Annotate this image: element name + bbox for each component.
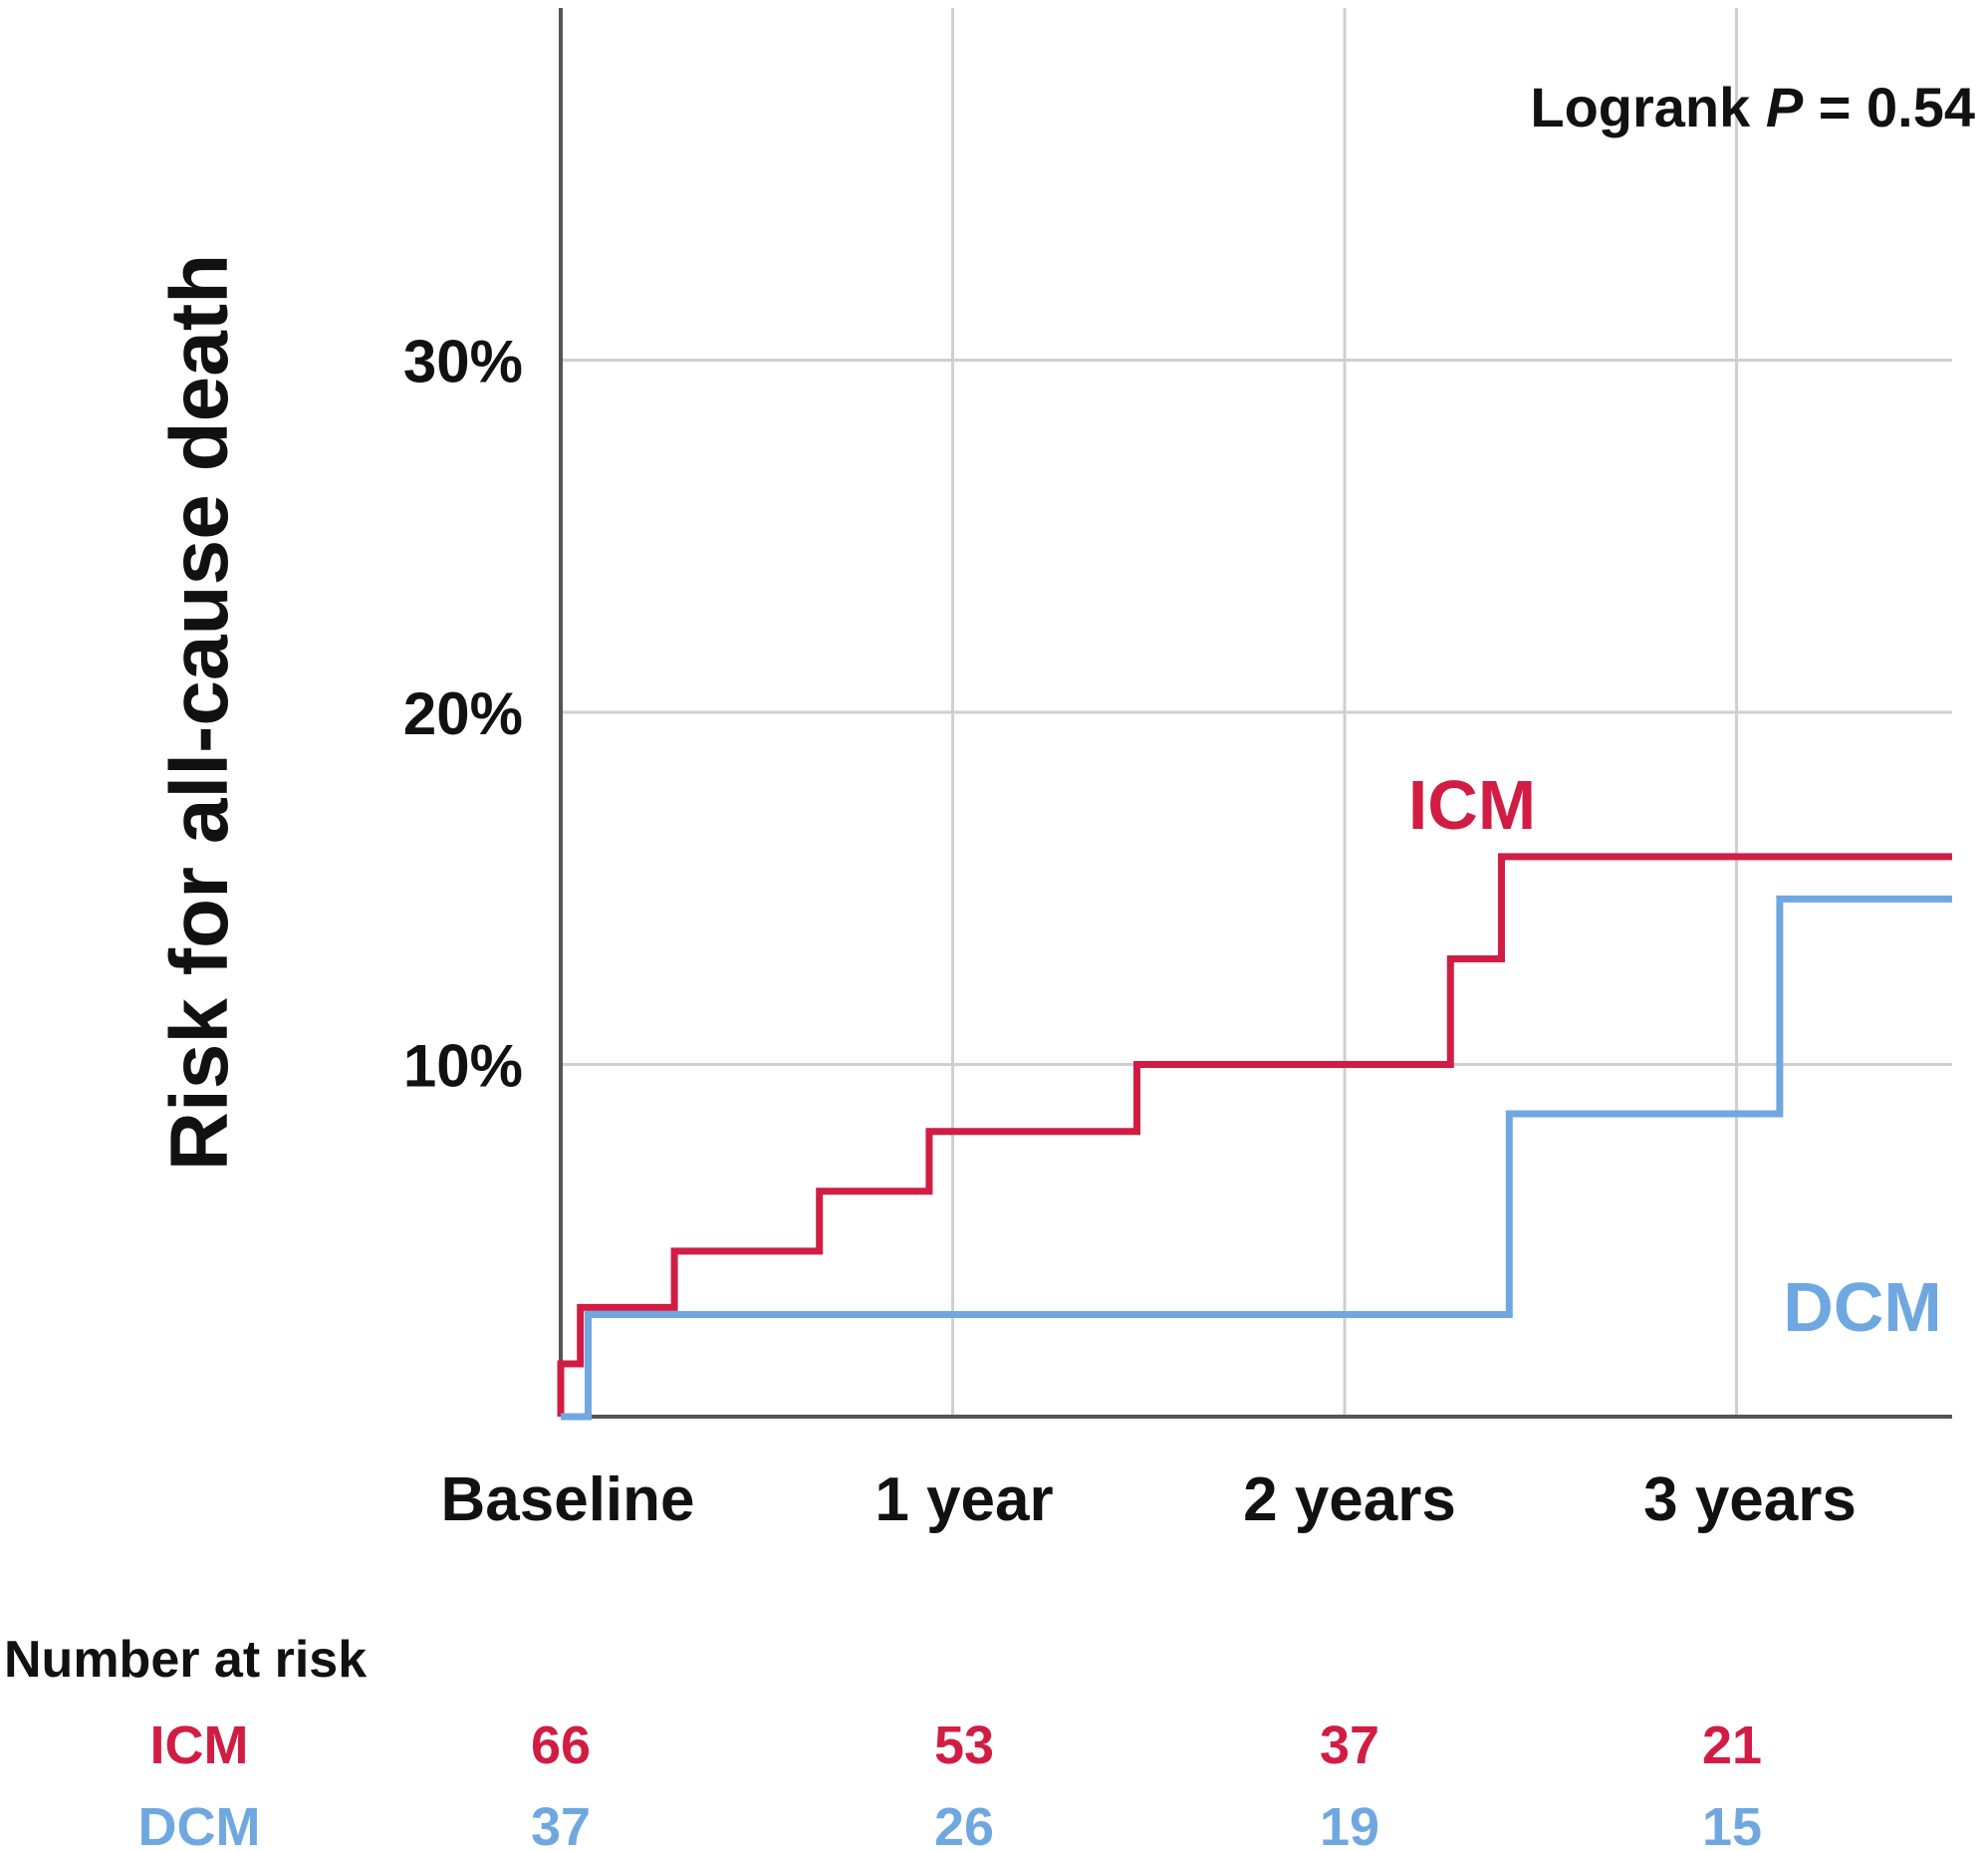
grid-lines — [561, 8, 1952, 1417]
risk-count: 37 — [531, 1797, 591, 1851]
risk-row-label-icm: ICM — [150, 1716, 249, 1775]
risk-count: 66 — [531, 1716, 591, 1775]
series-label-dcm: DCM — [1783, 1268, 1941, 1346]
risk-row-label-dcm: DCM — [138, 1797, 261, 1851]
p-value: = 0.54 — [1803, 76, 1975, 138]
y-tick-labels: 10% 20% 30% — [403, 329, 523, 1100]
y-tick-label: 30% — [403, 329, 523, 396]
risk-count: 37 — [1320, 1716, 1379, 1775]
number-at-risk-table: Number at risk ICM 66 53 37 21 DCM 37 26 19 15 — [4, 1631, 1762, 1851]
series-line-icm — [557, 853, 1952, 1417]
y-tick-label: 10% — [403, 1033, 523, 1100]
y-axis-label: Risk for all-cause death — [154, 254, 245, 1172]
x-tick-label: Baseline — [440, 1465, 694, 1534]
p-symbol: P — [1766, 76, 1804, 138]
x-tick-labels: Baseline 1 year 2 years 3 years — [440, 1465, 1856, 1534]
x-tick-label: 2 years — [1243, 1465, 1456, 1534]
series-label-icm: ICM — [1408, 766, 1536, 844]
risk-count: 15 — [1702, 1797, 1762, 1851]
x-tick-label: 3 years — [1643, 1465, 1857, 1534]
x-tick-label: 1 year — [874, 1465, 1053, 1534]
risk-count: 21 — [1702, 1716, 1762, 1775]
logrank-annotation: Logrank P = 0.54 — [1530, 76, 1975, 138]
y-tick-label: 20% — [403, 680, 523, 747]
risk-count: 19 — [1320, 1797, 1379, 1851]
risk-count: 53 — [934, 1716, 994, 1775]
series-line-dcm — [561, 895, 1952, 1421]
axes — [559, 8, 1952, 1419]
risk-table-title: Number at risk — [4, 1631, 367, 1689]
risk-count: 26 — [934, 1797, 994, 1851]
logrank-label: Logrank — [1530, 76, 1765, 138]
series-lines — [557, 853, 1952, 1421]
